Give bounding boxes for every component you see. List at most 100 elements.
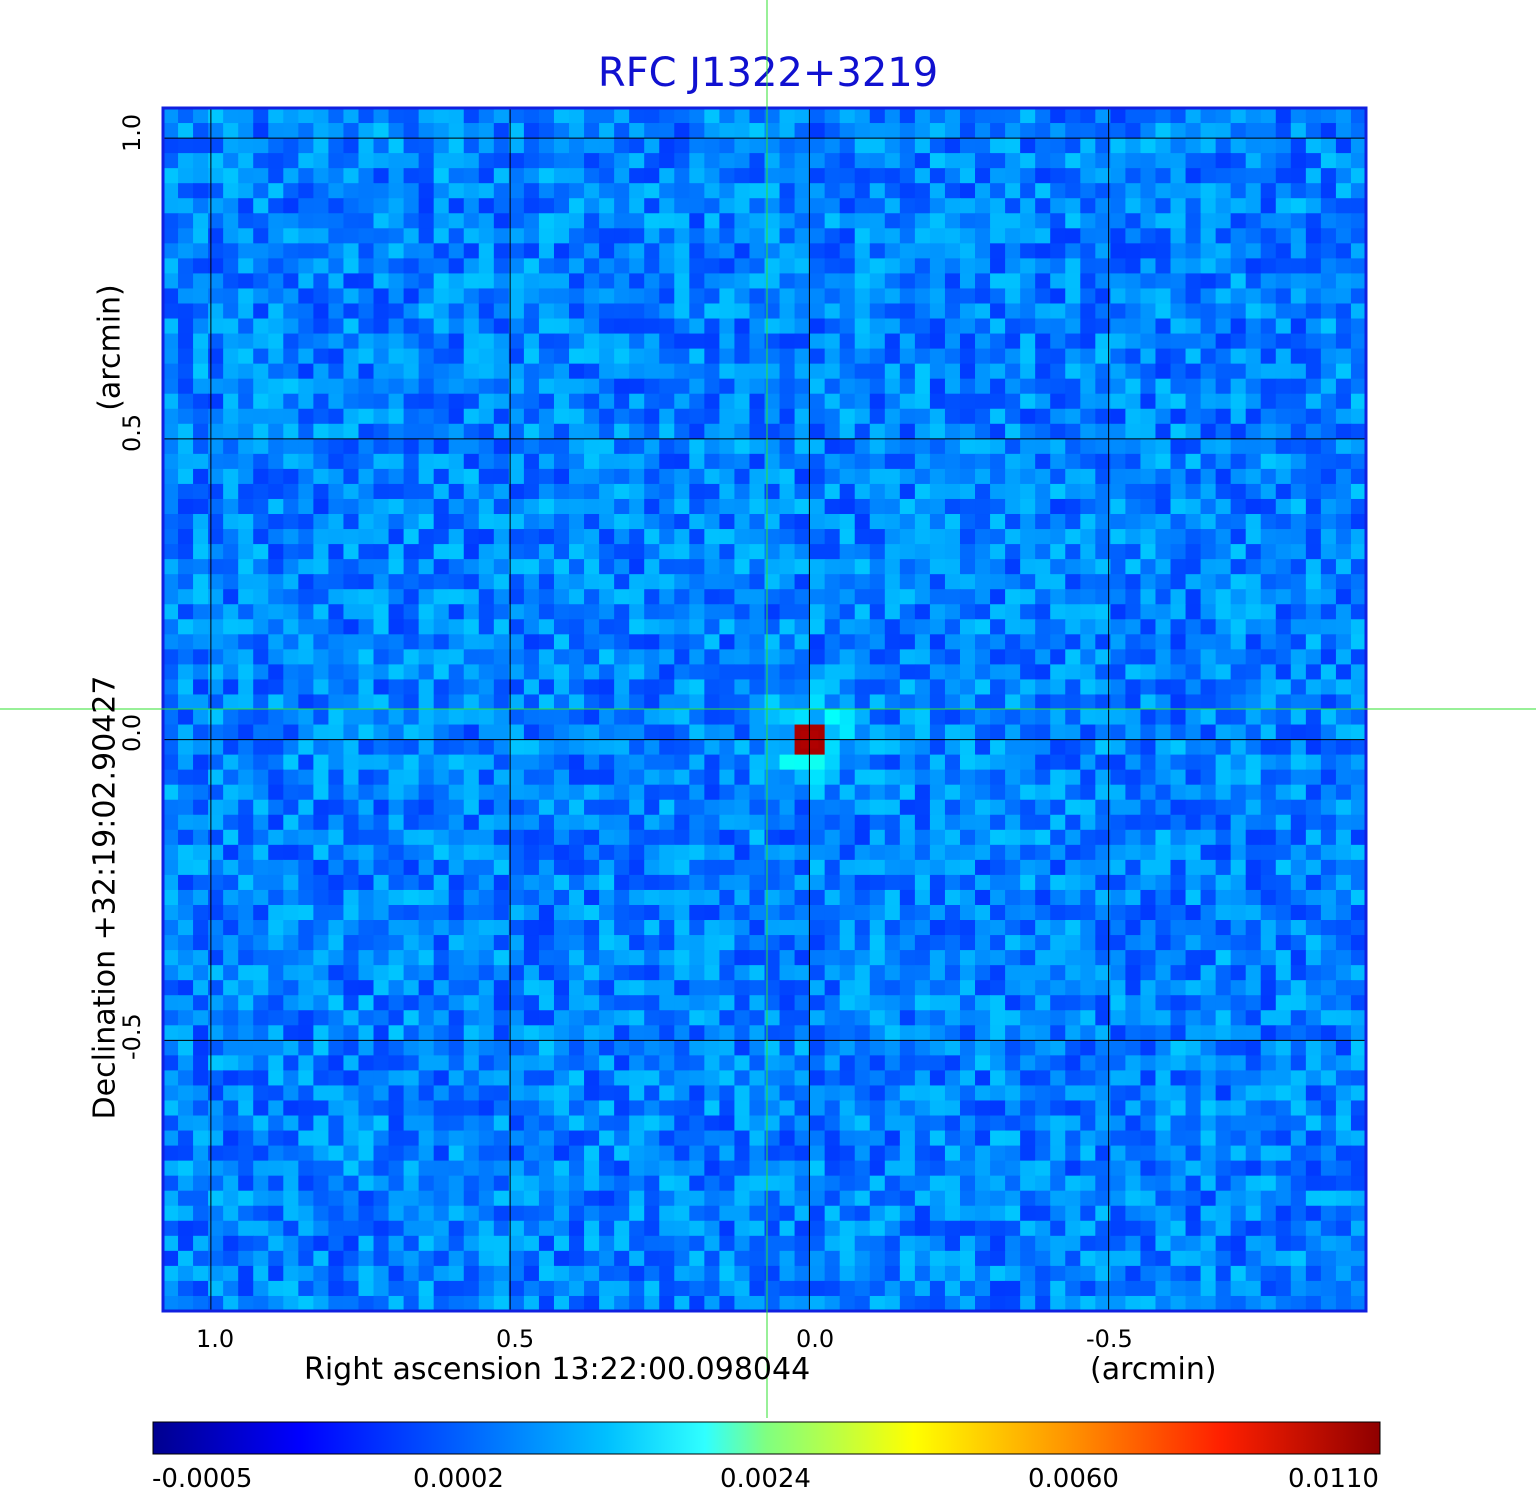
heatmap-cell <box>1320 574 1337 590</box>
heatmap-cell <box>298 694 314 711</box>
heatmap-cell <box>238 378 254 395</box>
heatmap-cell <box>914 634 931 650</box>
heatmap-cell <box>478 649 495 665</box>
heatmap-cell <box>1110 709 1126 726</box>
heatmap-cell <box>1230 769 1247 786</box>
heatmap-cell <box>599 153 615 169</box>
heatmap-cell <box>493 904 510 921</box>
heatmap-cell <box>839 574 856 590</box>
heatmap-cell <box>854 544 871 560</box>
heatmap-cell <box>839 965 856 981</box>
heatmap-cell <box>809 303 826 320</box>
heatmap-cell <box>734 574 751 590</box>
heatmap-cell <box>629 754 645 771</box>
heatmap-cell <box>1275 694 1292 711</box>
heatmap-cell <box>659 258 675 275</box>
heatmap-cell <box>990 318 1006 335</box>
heatmap-cell <box>1245 589 1262 605</box>
heatmap-cell <box>749 844 766 861</box>
heatmap-cell <box>1320 935 1337 951</box>
heatmap-cell <box>373 333 390 350</box>
heatmap-cell <box>1020 348 1036 365</box>
heatmap-cell <box>1140 859 1157 876</box>
heatmap-cell <box>1245 995 1262 1011</box>
heatmap-cell <box>1125 1010 1142 1026</box>
heatmap-cell <box>1170 168 1187 184</box>
heatmap-cell <box>779 303 796 320</box>
heatmap-cell <box>975 423 991 440</box>
heatmap-cell <box>794 393 811 410</box>
heatmap-cell <box>178 544 194 560</box>
heatmap-cell <box>1335 408 1352 425</box>
heatmap-cell <box>328 709 345 726</box>
heatmap-cell <box>764 724 781 741</box>
heatmap-cell <box>403 694 420 711</box>
heatmap-cell <box>1335 168 1352 184</box>
heatmap-cell <box>614 814 630 831</box>
heatmap-cell <box>508 408 525 425</box>
heatmap-cell <box>884 183 901 199</box>
heatmap-cell <box>779 904 796 921</box>
heatmap-cell <box>854 769 871 786</box>
heatmap-cell <box>1320 965 1337 981</box>
heatmap-cell <box>538 288 555 305</box>
heatmap-cell <box>1200 258 1217 275</box>
heatmap-cell <box>959 544 976 560</box>
heatmap-cell <box>764 438 781 455</box>
heatmap-cell <box>478 784 495 801</box>
heatmap-cell <box>1185 453 1202 470</box>
heatmap-cell <box>1065 228 1081 244</box>
heatmap-cell <box>463 529 480 545</box>
heatmap-cell <box>193 529 209 545</box>
heatmap-cell <box>193 874 209 891</box>
heatmap-cell <box>899 950 916 966</box>
heatmap-cell <box>1065 273 1081 290</box>
heatmap-cell <box>1320 769 1337 786</box>
heatmap-cell <box>1200 168 1217 184</box>
heatmap-cell <box>824 935 841 951</box>
heatmap-cell <box>689 544 705 560</box>
heatmap-cell <box>373 438 390 455</box>
heatmap-cell <box>599 544 615 560</box>
heatmap-cell <box>1275 243 1292 259</box>
heatmap-cell <box>268 273 284 290</box>
heatmap-cell <box>809 423 826 440</box>
heatmap-cell <box>223 228 239 244</box>
heatmap-cell <box>569 559 585 575</box>
heatmap-cell <box>373 228 390 244</box>
heatmap-cell <box>1230 679 1247 696</box>
heatmap-cell <box>1230 1025 1247 1041</box>
heatmap-cell <box>839 679 856 696</box>
heatmap-cell <box>990 589 1006 605</box>
heatmap-cell <box>1065 303 1081 320</box>
heatmap-cell <box>1140 318 1157 335</box>
heatmap-cell <box>884 483 901 500</box>
heatmap-cell <box>689 108 705 124</box>
heatmap-cell <box>944 709 961 726</box>
heatmap-cell <box>523 138 540 154</box>
heatmap-cell <box>1110 1010 1126 1026</box>
heatmap-cell <box>584 483 600 500</box>
heatmap-cell <box>1080 183 1096 199</box>
heatmap-cell <box>1245 198 1262 214</box>
heatmap-cell <box>584 153 600 169</box>
heatmap-cell <box>1245 303 1262 320</box>
heatmap-cell <box>178 784 194 801</box>
heatmap-cell <box>373 1025 390 1041</box>
heatmap-cell <box>704 694 720 711</box>
heatmap-cell <box>298 183 314 199</box>
heatmap-cell <box>1065 980 1081 996</box>
heatmap-cell <box>1260 559 1277 575</box>
heatmap-cell <box>313 544 330 560</box>
heatmap-cell <box>854 213 871 229</box>
heatmap-cell <box>508 1010 525 1026</box>
heatmap-cell <box>1050 153 1066 169</box>
heatmap-cell <box>373 829 390 846</box>
heatmap-cell <box>869 679 886 696</box>
heatmap-cell <box>1290 829 1307 846</box>
heatmap-cell <box>223 604 239 620</box>
heatmap-cell <box>208 1025 224 1041</box>
heatmap-cell <box>523 889 540 906</box>
heatmap-cell <box>674 108 690 124</box>
heatmap-cell <box>1155 574 1172 590</box>
